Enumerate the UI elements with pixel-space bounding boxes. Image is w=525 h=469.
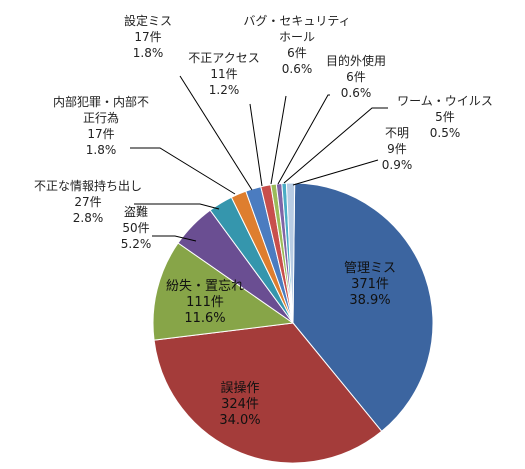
slice-label-5-name: 内部犯罪・内部不 xyxy=(53,94,149,109)
slice-label-2-name: 紛失・置忘れ xyxy=(166,279,244,294)
leader-line-8 xyxy=(270,95,287,185)
pie-slice-11 xyxy=(285,182,296,324)
leader-line-7 xyxy=(249,103,263,187)
slice-label-7-count: 11件 xyxy=(210,67,237,81)
leader-line-4 xyxy=(134,203,220,210)
slice-label-10-count: 5件 xyxy=(435,110,455,124)
slice-label-8-percent: 0.6% xyxy=(282,62,313,76)
leader-line-3 xyxy=(152,235,197,242)
slice-label-9-name: 目的外使用 xyxy=(326,53,386,68)
slice-label-1-name: 誤操作 xyxy=(220,380,259,396)
slice-label-1-percent: 34.0% xyxy=(219,413,260,428)
slice-label-11-count: 9件 xyxy=(387,142,407,156)
slice-label-7-name: 不正アクセス xyxy=(188,51,259,65)
leader-line-9 xyxy=(277,94,330,185)
slice-label-6-count: 17件 xyxy=(134,30,161,44)
slice-label-11-percent: 0.9% xyxy=(382,158,413,172)
pie-slice-0 xyxy=(292,182,434,433)
slice-label-0-name: 管理ミス xyxy=(344,261,396,276)
slice-label-8-count: 6件 xyxy=(287,46,307,60)
slice-label-9-count: 6件 xyxy=(346,70,366,84)
slice-label-4-name: 不正な情報持ち出し xyxy=(34,178,142,193)
slice-label-6-percent: 1.8% xyxy=(133,46,164,60)
pie-slices xyxy=(152,182,434,464)
leader-lines xyxy=(130,75,388,242)
slice-label-3-percent: 5.2% xyxy=(121,237,152,251)
slice-label-7-percent: 1.2% xyxy=(209,83,240,97)
leader-line-5 xyxy=(130,147,236,195)
pie-slice-1 xyxy=(153,322,383,464)
slice-label-0-percent: 38.9% xyxy=(349,293,390,308)
slice-label-9-percent: 0.6% xyxy=(341,86,372,100)
leader-line-10 xyxy=(283,107,388,184)
slice-label-10-name: ワーム・ウイルス xyxy=(397,94,493,108)
leader-line-6 xyxy=(179,75,253,191)
slice-label-4-percent: 2.8% xyxy=(73,211,104,225)
slice-label-4-count: 27件 xyxy=(74,195,101,209)
slice-label-8-name: ホール xyxy=(279,30,315,44)
slice-label-3-name: 盗難 xyxy=(124,204,148,219)
slice-label-8-name: バグ・セキュリティ xyxy=(243,14,350,28)
slice-label-0-count: 371件 xyxy=(351,277,389,292)
slice-label-1-count: 324件 xyxy=(221,397,259,412)
slice-label-5-name: 正行為 xyxy=(83,111,119,125)
slice-label-11-name: 不明 xyxy=(385,126,409,140)
slice-label-2-count: 111件 xyxy=(186,295,224,310)
slice-label-5-percent: 1.8% xyxy=(86,143,117,157)
slice-label-5-count: 17件 xyxy=(87,127,114,141)
slice-label-3-count: 50件 xyxy=(122,221,149,235)
slice-label-2-percent: 11.6% xyxy=(184,311,225,326)
slice-label-6-name: 設定ミス xyxy=(124,13,172,28)
leader-line-11 xyxy=(292,159,379,186)
pie-slice-2 xyxy=(152,242,295,341)
slice-label-10-percent: 0.5% xyxy=(430,126,461,140)
